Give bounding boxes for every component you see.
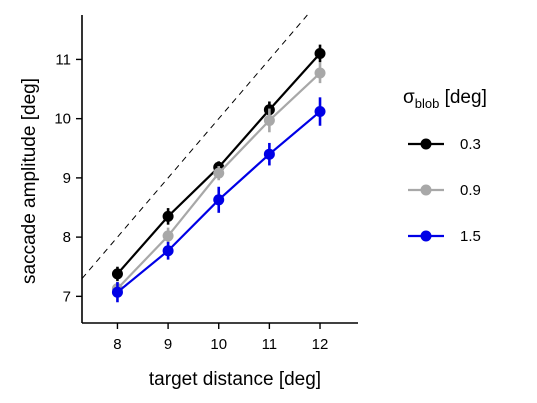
legend-title-unit: [deg] [439, 87, 487, 108]
plot-area [81, 14, 326, 303]
legend-swatch-marker [420, 184, 432, 196]
series-0.9 [111, 62, 326, 296]
legend-label: 0.9 [460, 182, 481, 199]
data-point [111, 286, 123, 298]
legend-swatch-marker [420, 138, 432, 150]
identity-reference-line [81, 14, 308, 279]
data-point [314, 48, 326, 59]
data-point [162, 210, 174, 222]
x-tick-label: 10 [210, 336, 227, 353]
data-point [314, 67, 326, 79]
data-point [314, 106, 326, 118]
legend-title-sigma: σ [403, 87, 415, 108]
legend-item-0.9: 0.9 [408, 182, 481, 199]
x-tick-label: 12 [312, 336, 329, 353]
data-point [162, 245, 174, 257]
x-tick-label: 8 [113, 336, 121, 353]
data-point [263, 148, 275, 160]
legend-swatch-marker [420, 230, 432, 242]
legend: σblob [deg] 0.3 0.9 1.5 [403, 87, 487, 245]
y-tick-label: 11 [55, 51, 71, 68]
y-axis-title: saccade amplitude [deg] [19, 78, 40, 284]
data-point [111, 268, 123, 280]
legend-title-subscript: blob [415, 96, 440, 111]
series-1.5 [111, 97, 326, 303]
legend-item-0.3: 0.3 [408, 136, 481, 153]
legend-item-1.5: 1.5 [408, 228, 481, 245]
data-point [263, 114, 275, 126]
x-tick-label: 9 [164, 336, 172, 353]
legend-items: 0.3 0.9 1.5 [408, 136, 481, 245]
y-tick-label: 8 [63, 229, 71, 246]
data-point [213, 194, 225, 206]
series-0.3 [111, 44, 326, 281]
data-point [213, 167, 225, 179]
x-axis-title: target distance [deg] [149, 369, 321, 390]
y-tick-label: 10 [54, 111, 71, 128]
legend-label: 0.3 [460, 136, 481, 153]
legend-title: σblob [deg] [403, 87, 487, 111]
series-layer [111, 44, 326, 303]
data-point [162, 230, 174, 242]
y-tick-label: 7 [63, 288, 71, 305]
series-line [116, 72, 321, 290]
ticks-layer: 8 9 10 11 12 7 8 9 10 11 [54, 51, 328, 353]
legend-label: 1.5 [460, 228, 481, 245]
x-tick-label: 11 [262, 336, 278, 353]
y-tick-label: 9 [63, 170, 71, 187]
